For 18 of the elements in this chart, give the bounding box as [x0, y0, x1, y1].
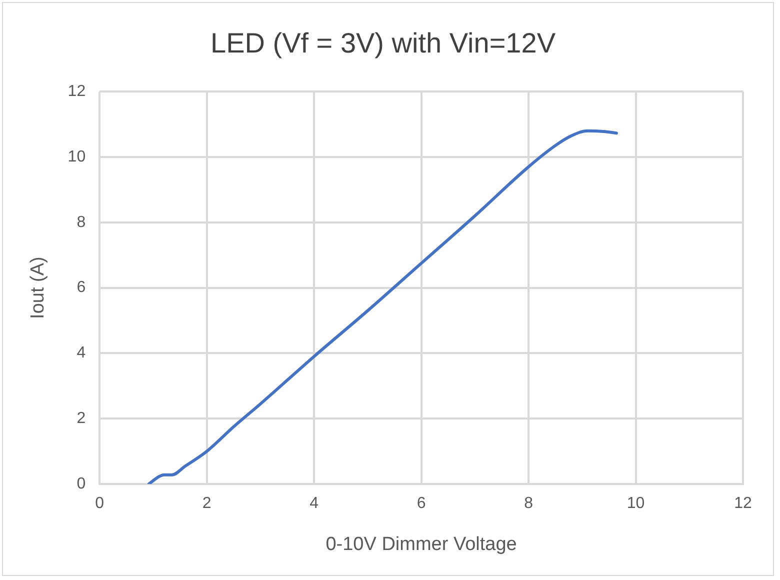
y-tick-label: 4	[76, 344, 86, 362]
y-axis-title: Iout (A)	[28, 256, 49, 319]
y-tick-label: 6	[76, 279, 86, 296]
x-tick-label: 12	[734, 495, 752, 512]
y-tick-label: 8	[76, 214, 86, 231]
x-tick-label: 8	[524, 495, 534, 512]
y-tick-label: 2	[76, 410, 86, 428]
y-tick-label: 0	[76, 475, 86, 492]
x-tick-label: 4	[310, 495, 319, 512]
line-series	[147, 129, 618, 484]
x-tick-label: 2	[202, 495, 212, 512]
x-tick-label: 6	[416, 495, 426, 512]
x-axis-title: 0-10V Dimmer Voltage	[326, 534, 517, 555]
y-tick-label: 10	[68, 148, 86, 166]
x-tick-label: 10	[626, 495, 645, 512]
chart-title: LED (Vf = 3V) with Vin=12V	[210, 28, 556, 59]
x-tick-label: 0	[95, 495, 104, 512]
y-tick-label: 12	[68, 83, 86, 100]
